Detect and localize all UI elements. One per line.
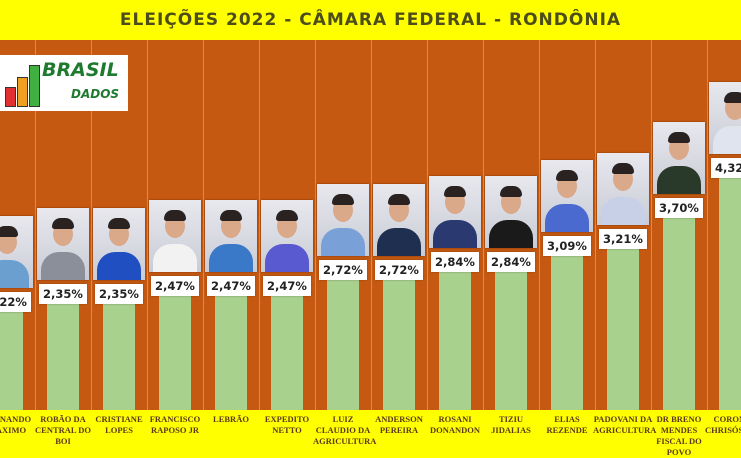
candidate-photo: [93, 207, 145, 280]
gridline: [483, 40, 484, 410]
bar: [495, 260, 527, 410]
data-label: 2,47%: [207, 276, 255, 297]
gridline: [147, 40, 148, 410]
data-label: 3,70%: [655, 197, 703, 218]
gridline: [91, 40, 92, 410]
bar: [551, 244, 583, 410]
x-tick-label: PADOVANI DA AGRICULTURA: [593, 414, 657, 435]
logo-bar-icon: [17, 77, 28, 107]
data-label: 2,84%: [431, 252, 479, 273]
logo-text: BRASIL: [42, 59, 119, 81]
logo-bar-icon: [29, 65, 40, 107]
gridline: [595, 40, 596, 410]
gridline: [427, 40, 428, 410]
bar: [215, 284, 247, 410]
data-label: 2,22%: [0, 292, 31, 313]
data-label: 3,21%: [599, 228, 647, 249]
bar: [607, 236, 639, 410]
candidate-photo: [597, 152, 649, 225]
x-tick-label: ROSANI DONANDON: [429, 414, 481, 435]
bar: [439, 260, 471, 410]
x-tick-label: EXPEDITO NETTO: [264, 414, 310, 435]
candidate-photo: [205, 200, 257, 273]
x-tick-label: ROBÃO DA CENTRAL DO BOI: [35, 414, 91, 446]
bar: [103, 291, 135, 410]
bar: [271, 284, 303, 410]
gridline: [35, 40, 36, 410]
bar: [0, 300, 23, 410]
chart-title: ELEIÇÕES 2022 - CÂMARA FEDERAL - RONDÔNI…: [0, 0, 741, 40]
gridline: [707, 40, 708, 410]
gridline: [371, 40, 372, 410]
x-tick-label: LEBRÃO: [213, 414, 249, 424]
data-label: 2,84%: [487, 252, 535, 273]
gridline: [651, 40, 652, 410]
data-label: 2,35%: [39, 283, 87, 304]
x-tick-label: TIZIU JIDALIAS: [491, 414, 531, 435]
candidate-photo: [0, 216, 33, 289]
gridline: [315, 40, 316, 410]
candidate-photo: [317, 184, 369, 257]
bar: [47, 291, 79, 410]
data-label: 3,09%: [543, 236, 591, 257]
candidate-photo: [653, 121, 705, 194]
x-tick-label: FRANCISCO RAPOSO JR: [149, 414, 201, 435]
x-tick-label: DR BRENO MENDES FISCAL DO POVO: [656, 414, 702, 457]
candidate-photo: [261, 200, 313, 273]
logo-bar-icon: [5, 87, 16, 107]
x-tick-label: CORONEL CHRISÓSTOMO: [705, 414, 741, 435]
bar: [159, 284, 191, 410]
x-tick-label: ELIAS REZENDE: [546, 414, 588, 435]
candidate-photo: [709, 81, 741, 154]
gridline: [203, 40, 204, 410]
gridline: [539, 40, 540, 410]
candidate-photo: [485, 176, 537, 249]
data-label: 2,72%: [319, 260, 367, 281]
bar: [383, 268, 415, 410]
logo-text: DADOS: [71, 87, 120, 101]
candidate-photo: [37, 207, 89, 280]
plot-area: 2,22% 2,35% 2,35% 2,47% 2,47% 2,47% 2,72% 2,72%…: [0, 40, 741, 410]
data-label: 2,47%: [263, 276, 311, 297]
data-label: 2,47%: [151, 276, 199, 297]
candidate-photo: [541, 160, 593, 233]
data-label: 4,32%: [711, 157, 741, 178]
brasil-dados-logo: BRASIL DADOS: [0, 55, 128, 111]
x-tick-label: FERNANDO MÁXIMO: [0, 414, 32, 435]
bar: [663, 205, 695, 410]
data-label: 2,35%: [95, 283, 143, 304]
candidate-photo: [373, 184, 425, 257]
gridline: [259, 40, 260, 410]
x-tick-label: ANDERSON PEREIRA: [375, 414, 423, 435]
candidate-photo: [149, 200, 201, 273]
bar: [719, 165, 741, 410]
data-label: 2,72%: [375, 260, 423, 281]
x-tick-label: CRISTIANE LOPES: [95, 414, 143, 435]
bar: [327, 268, 359, 410]
candidate-photo: [429, 176, 481, 249]
x-tick-label: LUIZ CLAUDIO DA AGRICULTURA: [313, 414, 377, 446]
